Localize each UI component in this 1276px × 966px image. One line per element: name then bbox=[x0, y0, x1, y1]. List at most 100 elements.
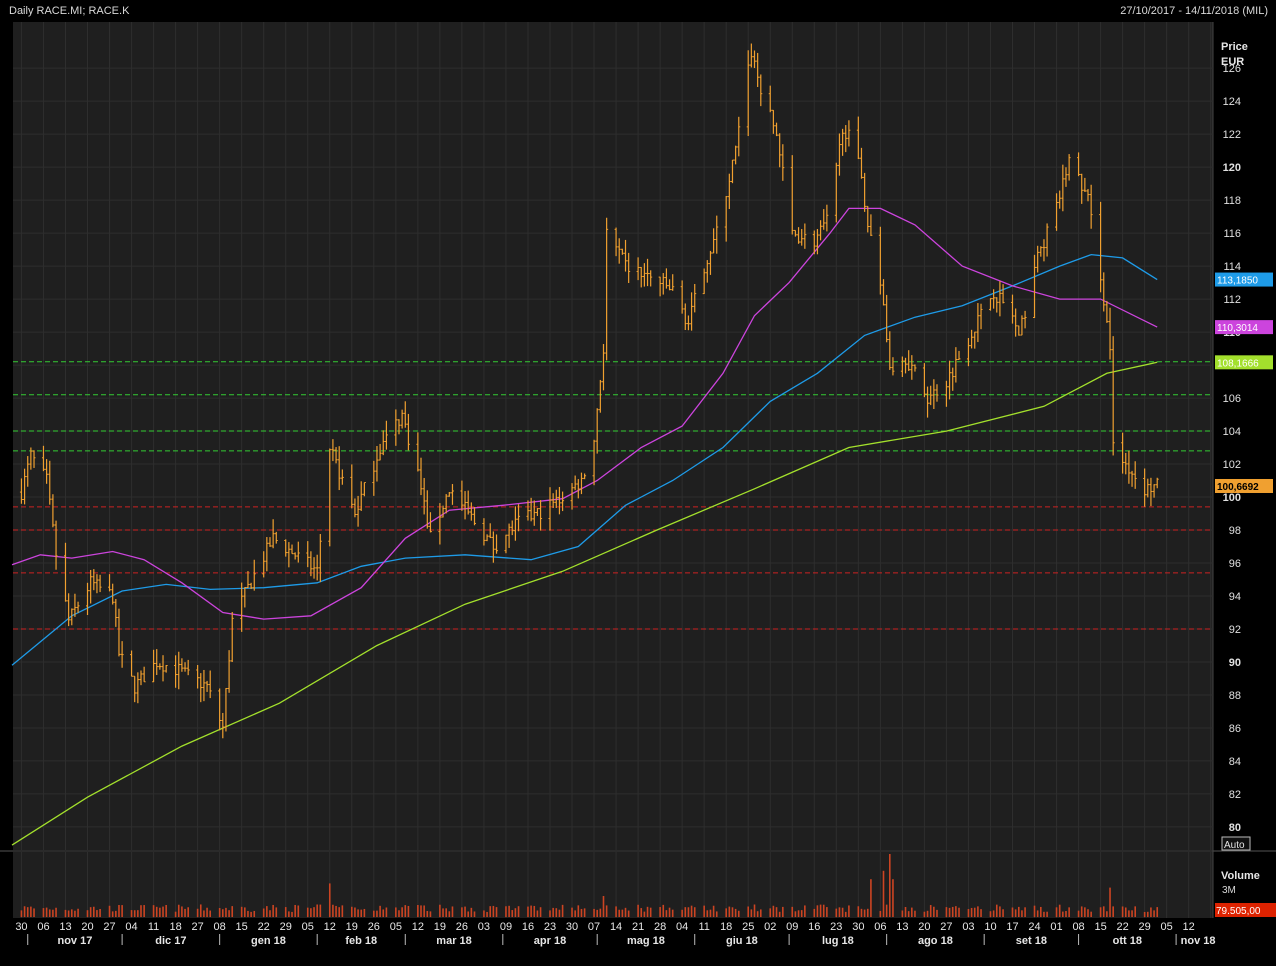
day-tick-label: 12 bbox=[324, 921, 336, 933]
day-tick-label: 24 bbox=[1028, 921, 1040, 933]
chart-title: Daily RACE.MI; RACE.K bbox=[9, 5, 130, 17]
moving-averages bbox=[11, 207, 1158, 846]
value-tag-box bbox=[1215, 478, 1273, 493]
value-tag-text: 108,1666 bbox=[1217, 358, 1259, 369]
value-tag-text: 113,1850 bbox=[1217, 276, 1258, 287]
day-tick-label: 11 bbox=[698, 921, 709, 933]
day-tick-label: 06 bbox=[874, 921, 886, 933]
month-label: nov 18 bbox=[1181, 935, 1216, 947]
day-tick-label: 17 bbox=[1006, 921, 1018, 933]
price-tick-label: 126 bbox=[1223, 63, 1241, 75]
volume-axis-label: Volume bbox=[1221, 870, 1260, 882]
month-label: nov 17 bbox=[57, 935, 92, 947]
day-tick-label: 08 bbox=[214, 921, 226, 933]
day-tick-label: 18 bbox=[720, 921, 732, 933]
day-tick-label: 27 bbox=[103, 921, 115, 933]
day-tick-label: 05 bbox=[1161, 921, 1173, 933]
price-tick-label: 96 bbox=[1229, 558, 1241, 570]
price-axis-unit: EUR bbox=[1221, 56, 1244, 68]
price-tick-label: 120 bbox=[1223, 162, 1241, 174]
volume-bars bbox=[20, 854, 1159, 917]
horizontal-levels bbox=[13, 361, 1213, 630]
price-tick-label: 100 bbox=[1223, 492, 1241, 504]
day-tick-label: 22 bbox=[1116, 921, 1128, 933]
day-tick-label: 11 bbox=[148, 921, 159, 933]
price-tick-label: 122 bbox=[1223, 129, 1241, 141]
price-tick-label: 114 bbox=[1223, 261, 1241, 273]
day-tick-label: 04 bbox=[676, 921, 688, 933]
day-tick-label: 30 bbox=[15, 921, 27, 933]
price-tick-label: 90 bbox=[1229, 657, 1241, 669]
day-tick-label: 21 bbox=[632, 921, 644, 933]
day-tick-label: 30 bbox=[566, 921, 578, 933]
price-tick-label: 82 bbox=[1229, 789, 1241, 801]
day-tick-label: 09 bbox=[500, 921, 512, 933]
day-tick-label: 20 bbox=[81, 921, 93, 933]
day-tick-label: 26 bbox=[456, 921, 468, 933]
day-tick-label: 15 bbox=[1094, 921, 1106, 933]
day-tick-label: 09 bbox=[786, 921, 798, 933]
month-label: lug 18 bbox=[822, 935, 854, 947]
price-tick-label: 112 bbox=[1223, 294, 1241, 306]
day-tick-label: 03 bbox=[478, 921, 490, 933]
day-tick-label: 03 bbox=[962, 921, 974, 933]
price-tick-label: 92 bbox=[1229, 624, 1241, 636]
time-axis: 30 06 13 20 27 04 11 18 27 08 15 22 29 05 12 19 26 05 12 19… bbox=[15, 921, 1215, 947]
auto-scale-button[interactable]: Auto bbox=[1221, 836, 1251, 851]
day-tick-label: 27 bbox=[940, 921, 952, 933]
month-label: gen 18 bbox=[251, 935, 286, 947]
day-tick-label: 22 bbox=[258, 921, 270, 933]
price-tick-label: 104 bbox=[1223, 426, 1241, 438]
price-axis-ticks: 1261241221201181161141121101081061041021… bbox=[1223, 63, 1241, 834]
moving-average-line bbox=[11, 207, 1158, 620]
day-tick-label: 29 bbox=[1139, 921, 1151, 933]
price-tick-label: 84 bbox=[1229, 756, 1241, 768]
auto-scale-label: Auto bbox=[1224, 840, 1245, 851]
volume-axis-tick: 3M bbox=[1222, 885, 1236, 896]
moving-average-line bbox=[11, 361, 1158, 846]
value-tag-text: 100,6692 bbox=[1217, 482, 1259, 493]
day-tick-label: 07 bbox=[588, 921, 600, 933]
last-volume-tag: 79.505,00 bbox=[1215, 903, 1276, 917]
day-tick-label: 19 bbox=[346, 921, 358, 933]
month-label: mar 18 bbox=[436, 935, 471, 947]
day-tick-label: 20 bbox=[918, 921, 930, 933]
day-tick-label: 12 bbox=[412, 921, 424, 933]
price-tick-label: 86 bbox=[1229, 723, 1241, 735]
day-tick-label: 08 bbox=[1072, 921, 1084, 933]
day-tick-label: 19 bbox=[434, 921, 446, 933]
day-tick-label: 10 bbox=[984, 921, 996, 933]
price-tick-label: 102 bbox=[1223, 459, 1241, 471]
day-tick-label: 02 bbox=[764, 921, 776, 933]
price-panel bbox=[13, 22, 1213, 850]
price-tick-label: 106 bbox=[1223, 393, 1241, 405]
month-label: giu 18 bbox=[726, 935, 758, 947]
month-label: feb 18 bbox=[345, 935, 377, 947]
day-tick-label: 05 bbox=[302, 921, 314, 933]
price-tick-label: 118 bbox=[1223, 195, 1241, 207]
day-tick-label: 13 bbox=[896, 921, 908, 933]
day-tick-label: 05 bbox=[390, 921, 402, 933]
chart-header: Daily RACE.MI; RACE.K 27/10/2017 - 14/11… bbox=[0, 0, 1276, 22]
day-tick-label: 16 bbox=[808, 921, 820, 933]
value-tag-text: 110,3014 bbox=[1217, 323, 1258, 334]
price-tick-label: 94 bbox=[1229, 591, 1241, 603]
price-tick-label: 98 bbox=[1229, 525, 1241, 537]
price-tick-label: 88 bbox=[1229, 690, 1241, 702]
value-tags: 113,1850 110,3014 108,1666 100,6692 bbox=[1215, 272, 1273, 493]
day-tick-label: 28 bbox=[654, 921, 666, 933]
volume-panel bbox=[13, 852, 1213, 918]
month-label: dic 17 bbox=[155, 935, 186, 947]
day-tick-label: 30 bbox=[852, 921, 864, 933]
value-tag-box bbox=[1215, 272, 1273, 287]
value-tag-box bbox=[1215, 355, 1273, 370]
month-label: ott 18 bbox=[1113, 935, 1142, 947]
day-tick-label: 16 bbox=[522, 921, 534, 933]
month-label: mag 18 bbox=[627, 935, 665, 947]
value-tag-box bbox=[1215, 320, 1273, 335]
day-tick-label: 26 bbox=[368, 921, 380, 933]
price-bars bbox=[19, 43, 1159, 739]
day-tick-label: 14 bbox=[610, 921, 622, 933]
